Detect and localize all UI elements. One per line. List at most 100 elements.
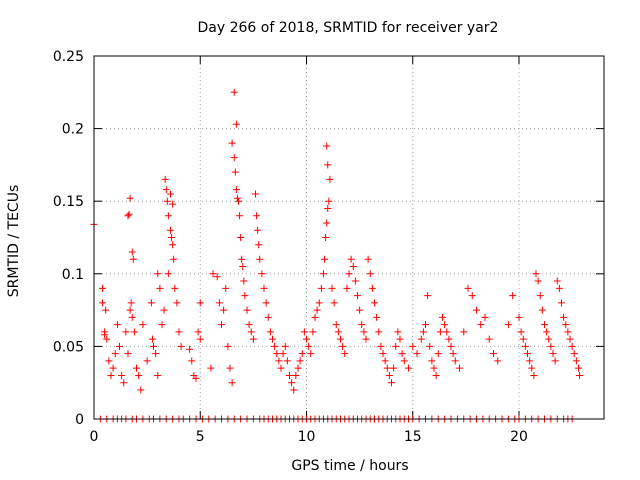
data-point [260,284,268,292]
data-point [113,321,121,329]
data-point [124,350,132,358]
data-point [383,364,391,372]
data-point [277,364,285,372]
data-point [233,194,241,202]
data-point [247,328,255,336]
data-point [290,386,298,394]
data-point [417,335,425,343]
data-point [305,342,313,350]
data-point [232,120,240,128]
data-point [541,321,548,329]
data-point [362,335,370,343]
data-point [323,219,331,227]
data-point [152,350,160,358]
data-point [163,197,171,205]
axis-ticks: 0 0.05 0.1 0.15 0.2 0.25 0 5 10 15 20 [53,49,604,445]
data-point [398,350,406,358]
data-point [262,299,270,307]
data-point [255,241,263,249]
y-tick-label: 0 [75,412,84,428]
data-point [173,299,181,307]
y-tick-label: 0.1 [62,267,84,283]
y-tick-label: 0.25 [53,49,84,65]
data-point [536,292,544,300]
chart-title: Day 266 of 2018, SRMTID for receiver yar… [198,20,499,36]
data-point [400,357,408,365]
data-point [99,299,106,307]
data-point [303,335,310,343]
data-point [240,277,248,285]
data-point [477,321,485,329]
data-point [528,364,536,372]
data-point [543,328,551,336]
x-tick-label: 5 [196,429,205,445]
data-point [575,364,582,372]
data-point [160,306,168,314]
data-point [345,270,353,278]
data-point [441,321,449,329]
data-point [230,88,238,96]
data-point [547,342,555,350]
data-point [358,321,366,329]
data-point [313,306,321,314]
data-point [150,342,157,350]
data-point [347,255,355,263]
data-point [139,321,147,329]
data-point [553,277,561,285]
data-point [337,335,344,343]
data-point [504,321,512,329]
data-point [562,321,570,329]
data-point [320,270,327,278]
data-point [231,168,239,176]
data-point [481,313,489,321]
grid-lines [94,56,604,419]
data-point [258,270,266,278]
data-point [281,342,289,350]
data-point [309,328,317,336]
data-point [292,371,300,379]
data-point [379,350,387,358]
data-point [103,335,111,343]
data-point [111,350,119,358]
y-tick-label: 0.2 [62,122,84,138]
data-point [315,299,323,307]
data-point [549,350,557,358]
data-point [351,277,359,285]
data-point [396,335,404,343]
data-point [148,335,156,343]
data-point [356,306,364,314]
data-point [116,342,123,350]
data-point [188,357,196,365]
data-point [161,175,169,183]
data-point [349,263,357,271]
data-point [449,350,457,358]
data-point [232,186,240,194]
data-point [324,161,332,169]
data-point [122,328,130,336]
data-point [317,284,325,292]
data-point [143,357,151,365]
data-point [307,350,315,358]
data-point [154,270,162,278]
data-point [456,364,463,372]
data-point [490,350,497,358]
data-point [192,374,200,382]
data-point [273,350,281,358]
data-point [213,273,221,281]
data-point [162,186,170,194]
data-point [224,342,232,350]
data-point [330,299,338,307]
data-point [324,204,332,212]
plot-frame [93,55,605,420]
data-point [128,248,136,256]
y-tick-label: 0.05 [53,339,84,355]
data-point [101,331,109,339]
data-point [328,284,336,292]
y-axis-label: SRMTID / TECUs [6,185,22,298]
data-point [130,328,138,336]
data-point [530,371,538,379]
data-point [322,234,330,241]
data-point [124,212,132,220]
x-tick-label: 0 [90,429,99,445]
